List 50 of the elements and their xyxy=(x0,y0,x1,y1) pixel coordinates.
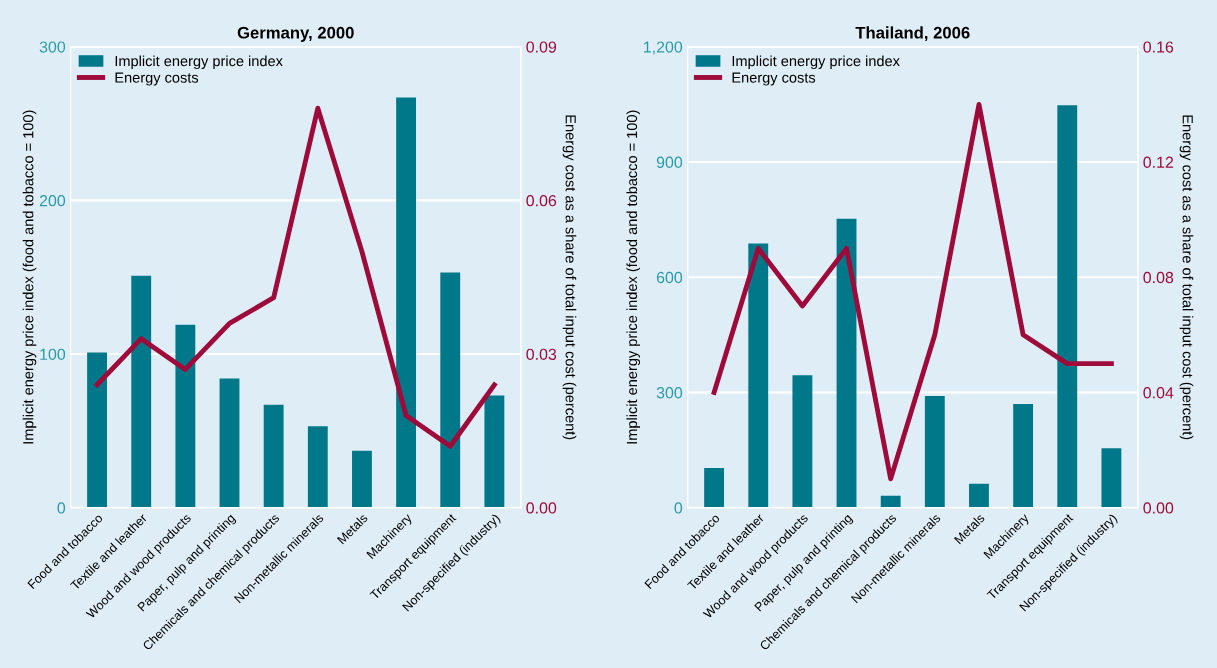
y2-tick-label: 0.00 xyxy=(526,502,557,514)
bar xyxy=(352,450,372,508)
bar xyxy=(219,378,240,508)
y2-tick-label: 0.09 xyxy=(526,41,557,53)
y2-tick-label: 0.08 xyxy=(1143,271,1174,284)
bar xyxy=(87,352,108,508)
y-tick-label: 100 xyxy=(40,348,66,360)
bar xyxy=(307,426,328,508)
y-tick-label: 300 xyxy=(656,387,683,399)
y-axis-title: Implicit energy price index (food and tobacco = 100) xyxy=(22,110,37,444)
bar xyxy=(1057,105,1078,508)
y2-tick-label: 0.16 xyxy=(1143,41,1174,53)
bar xyxy=(175,324,196,508)
line-series xyxy=(94,105,497,449)
y-tick-label: 200 xyxy=(39,195,66,207)
bar xyxy=(131,275,152,508)
chart-title: Germany, 2000 xyxy=(237,26,354,42)
bar xyxy=(969,483,989,508)
bar xyxy=(704,468,725,508)
legend-label: Implicit energy price index xyxy=(732,55,900,70)
chart-title: Thailand, 2006 xyxy=(855,26,970,42)
legend-label: Energy costs xyxy=(115,72,199,86)
y-tick-label: 0 xyxy=(57,502,66,514)
bar xyxy=(1013,403,1034,508)
y2-tick-label: 0.12 xyxy=(1143,156,1174,168)
y2-axis-title: Energy cost as a share of total input cost (percent) xyxy=(562,115,577,440)
y-tick-label: 0 xyxy=(674,502,683,514)
bar xyxy=(792,375,813,508)
bar xyxy=(484,395,505,508)
bar xyxy=(748,243,769,508)
bar xyxy=(924,395,945,508)
bar xyxy=(836,218,857,508)
bar xyxy=(396,97,417,508)
y-tick-label: 600 xyxy=(656,271,683,284)
y-tick-label: 900 xyxy=(656,156,683,168)
y-tick-label: 1,200 xyxy=(644,41,683,55)
bar xyxy=(263,404,284,508)
bar xyxy=(440,272,461,508)
bar xyxy=(1101,448,1122,508)
line-series xyxy=(711,101,1114,482)
y2-axis-title: Energy cost as a share of total input cost (percent) xyxy=(1179,115,1194,440)
legend-label: Energy costs xyxy=(732,72,816,86)
y2-tick-label: 0.03 xyxy=(526,348,557,360)
y2-tick-label: 0.06 xyxy=(526,195,557,207)
y-axis-title: Implicit energy price index (food and tobacco = 100) xyxy=(626,110,640,444)
y2-tick-label: 0.00 xyxy=(1143,502,1174,514)
legend-label: Implicit energy price index xyxy=(115,55,283,70)
y2-tick-label: 0.04 xyxy=(1143,387,1174,399)
y-tick-label: 300 xyxy=(39,41,66,53)
bar xyxy=(880,495,901,508)
